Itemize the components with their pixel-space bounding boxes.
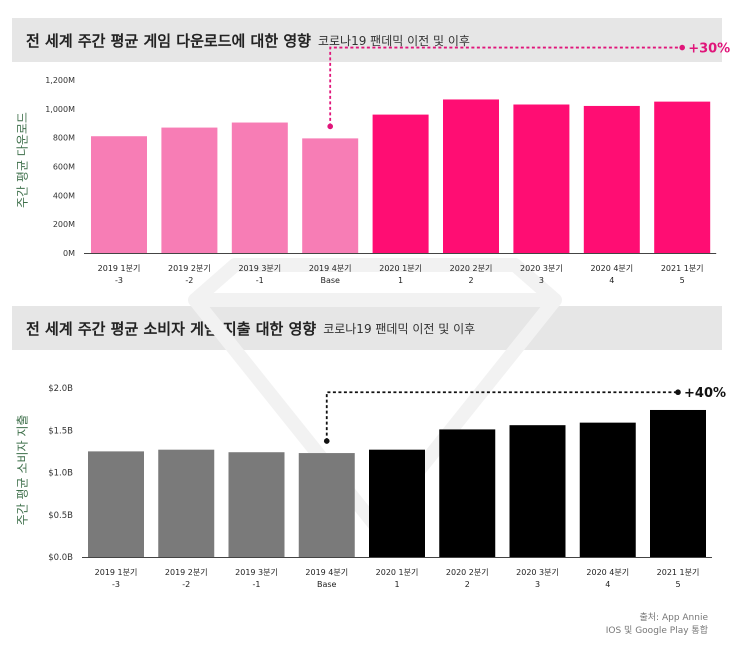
downloads-x-tick-sublabel: 1 — [398, 276, 403, 285]
spend-bar — [439, 429, 496, 557]
spend-x-tick-label: 2021 1분기 — [657, 568, 700, 577]
downloads-x-tick-label: 2020 3분기 — [520, 264, 563, 273]
downloads-x-tick-sublabel: 2 — [468, 276, 473, 285]
downloads-x-tick-label: 2021 1분기 — [661, 264, 704, 273]
spend-chart-title: 전 세계 주간 평균 소비자 게임 지출 대한 영향 — [26, 319, 317, 338]
downloads-bar — [302, 138, 359, 253]
spend-x-tick-label: 2020 1분기 — [376, 568, 419, 577]
spend-y-tick-label: $1.0B — [48, 469, 73, 479]
spend-bar — [509, 425, 566, 557]
downloads-annotation-end-dot — [679, 44, 685, 51]
downloads-y-tick-label: 600M — [53, 163, 75, 172]
spend-annotation-start-dot — [323, 438, 330, 444]
downloads-x-tick-sublabel: Base — [320, 276, 340, 285]
downloads-bar — [654, 101, 711, 253]
source-line-1: 출처: App Annie — [639, 613, 709, 623]
downloads-bar — [91, 136, 147, 253]
downloads-x-tick-label: 2020 1분기 — [379, 264, 422, 273]
spend-x-tick-label: 2020 4분기 — [586, 568, 629, 577]
spend-x-tick-sublabel: 3 — [535, 580, 540, 589]
downloads-bar — [513, 104, 570, 253]
downloads-bar — [583, 105, 640, 253]
downloads-chart-header: 전 세계 주간 평균 게임 다운로드에 대한 영향 코로나19 팬데믹 이전 및… — [12, 18, 722, 62]
spend-chart: $0.0B $0.5B $1.0B $1.5B $2.0B 2019 1분기 -3 2019 … — [48, 384, 726, 589]
downloads-annotation-label: +30% — [688, 42, 730, 57]
spend-x-tick-label: 2019 4분기 — [305, 568, 348, 577]
spend-y-tick-label: $0.5B — [48, 511, 73, 521]
downloads-bar — [161, 127, 218, 253]
spend-y-tick-label: $1.5B — [48, 426, 73, 436]
spend-chart-subtitle: 코로나19 팬데믹 이전 및 이후 — [323, 321, 476, 336]
spend-bar — [298, 453, 355, 557]
spend-x-tick-sublabel: -1 — [253, 580, 261, 589]
downloads-annotation-start-dot — [327, 123, 334, 130]
spend-x-tick-sublabel: 4 — [605, 580, 610, 589]
spend-bar — [650, 409, 706, 557]
downloads-x-tick-sublabel: -1 — [256, 276, 264, 285]
spend-x-tick-sublabel: 5 — [675, 580, 680, 589]
spend-x-tick-sublabel: Base — [317, 580, 337, 589]
watermark-logo — [188, 258, 562, 532]
spend-bar — [88, 451, 144, 557]
spend-annotation-label: +40% — [684, 386, 726, 401]
spend-chart-header: 전 세계 주간 평균 소비자 게임 지출 대한 영향 코로나19 팬데믹 이전 … — [12, 306, 722, 350]
downloads-x-tick-label: 2020 4분기 — [590, 264, 633, 273]
downloads-chart: 0M 200M 400M 600M 800M 1,000M 1,200M 2019 1분기 -3… — [45, 42, 730, 285]
downloads-x-tick-sublabel: -3 — [115, 276, 123, 285]
spend-annotation-bracket — [325, 391, 678, 442]
spend-bar — [579, 422, 636, 557]
spend-x-tick-label: 2019 1분기 — [95, 568, 138, 577]
spend-x-tick-sublabel: -3 — [112, 580, 120, 589]
spend-x-tick-label: 2020 3분기 — [516, 568, 559, 577]
spend-x-tick-label: 2020 2분기 — [446, 568, 489, 577]
downloads-x-tick-label: 2019 1분기 — [98, 264, 141, 273]
downloads-x-tick-sublabel: 3 — [539, 276, 544, 285]
spend-x-tick-sublabel: -2 — [182, 580, 190, 589]
spend-x-tick-sublabel: 1 — [394, 580, 399, 589]
downloads-y-tick-label: 200M — [53, 220, 75, 229]
source-note: 출처: App Annie IOS 및 Google Play 통합 — [606, 612, 708, 638]
spend-annotation-end-dot — [675, 389, 681, 396]
downloads-bar — [443, 99, 499, 254]
downloads-x-tick-sublabel: -2 — [185, 276, 193, 285]
downloads-x-tick-label: 2019 3분기 — [238, 264, 281, 273]
downloads-annotation-bracket — [329, 46, 683, 127]
spend-x-tick-label: 2019 3분기 — [235, 568, 278, 577]
downloads-x-tick-sublabel: 5 — [680, 276, 685, 285]
downloads-y-tick-label: 0M — [63, 249, 75, 258]
spend-bar — [369, 449, 425, 557]
source-line-2: IOS 및 Google Play 통합 — [605, 626, 708, 636]
downloads-y-tick-label: 1,200M — [45, 76, 75, 85]
downloads-x-tick-label: 2019 2분기 — [168, 264, 211, 273]
downloads-x-tick-sublabel: 4 — [609, 276, 614, 285]
downloads-y-tick-label: 1,000M — [45, 105, 75, 114]
spend-y-tick-label: $2.0B — [48, 384, 73, 394]
downloads-x-tick-label: 2020 2분기 — [450, 264, 493, 273]
downloads-y-tick-label: 400M — [53, 191, 75, 200]
downloads-bar — [372, 114, 429, 253]
spend-bar — [228, 452, 285, 557]
downloads-bar — [231, 122, 288, 253]
downloads-chart-subtitle: 코로나19 팬데믹 이전 및 이후 — [317, 33, 470, 48]
downloads-y-tick-label: 800M — [53, 134, 75, 143]
spend-y-tick-label: $0.0B — [48, 553, 73, 563]
spend-x-tick-sublabel: 2 — [465, 580, 470, 589]
downloads-x-tick-label: 2019 4분기 — [309, 264, 352, 273]
spend-bar — [158, 449, 215, 557]
spend-x-tick-label: 2019 2분기 — [165, 568, 208, 577]
downloads-chart-title: 전 세계 주간 평균 게임 다운로드에 대한 영향 — [26, 31, 311, 50]
